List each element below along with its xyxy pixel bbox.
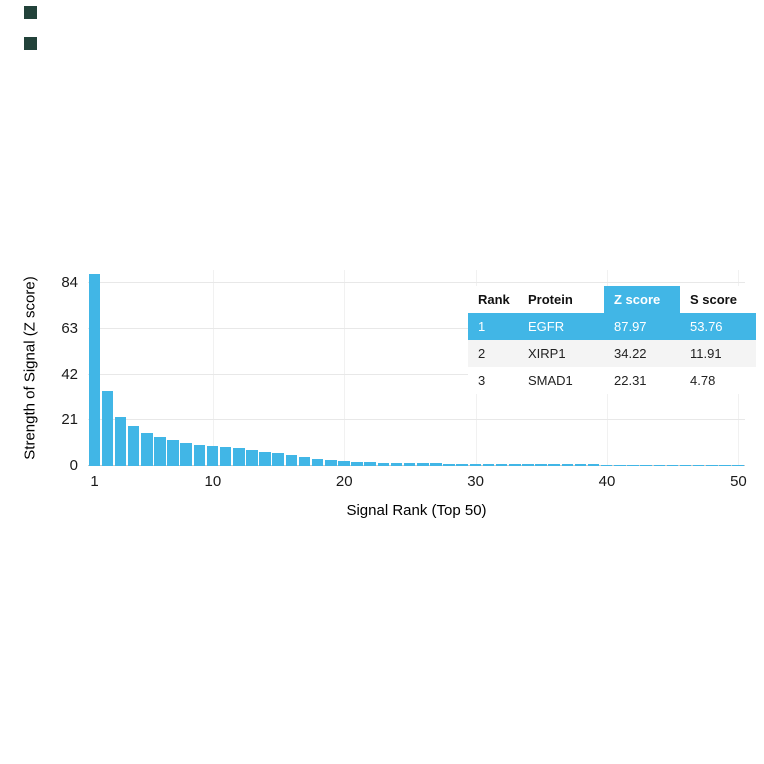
bar-rank-9: [193, 444, 206, 466]
bar-rank-32: [495, 463, 508, 466]
bar-rank-49: [719, 465, 731, 466]
bar-rank-34: [522, 464, 534, 466]
x-tick-label: 1: [90, 473, 99, 490]
corner-mark-bottom: [24, 37, 37, 50]
bar-rank-35: [535, 464, 547, 466]
table-header-zscore: Z score: [604, 286, 680, 313]
x-axis-title: Signal Rank (Top 50): [346, 502, 487, 519]
bar-rank-13: [246, 449, 258, 466]
table-row: 1 EGFR 87.97 53.76: [468, 313, 756, 340]
x-tick-label: 40: [598, 473, 616, 490]
table-cell-sscore: 4.78: [690, 373, 716, 388]
table-cell-protein: SMAD1: [528, 373, 573, 388]
bar-rank-42: [627, 464, 639, 466]
bar-rank-39: [587, 464, 600, 466]
bar-rank-31: [482, 463, 495, 466]
bar-rank-30: [469, 463, 482, 466]
table-row: 3 SMAD1 22.31 4.78: [468, 367, 756, 394]
vertical-gridline: [344, 270, 346, 466]
bar-rank-10: [206, 445, 219, 466]
bar-rank-11: [219, 447, 232, 466]
bar-chart-plot-area: [88, 270, 745, 466]
table-cell-zscore: 87.97: [614, 319, 647, 334]
table-row: 2 XIRP1 34.22 11.91: [468, 340, 756, 367]
horizontal-gridline: [88, 465, 745, 466]
vertical-gridline: [212, 270, 214, 466]
table-cell-sscore: 53.76: [690, 319, 723, 334]
bar-rank-44: [653, 464, 666, 466]
table-cell-rank: 1: [478, 319, 486, 334]
bar-rank-24: [390, 462, 403, 466]
table-cell-protein: XIRP1: [528, 346, 566, 361]
x-tick-label: 50: [730, 473, 747, 490]
bar-rank-37: [561, 464, 574, 466]
bar-rank-14: [259, 451, 271, 466]
bar-rank-40: [600, 464, 613, 466]
bar-rank-25: [403, 462, 416, 466]
bar-rank-26: [417, 463, 429, 466]
table-header-protein: Protein: [528, 292, 573, 307]
table-cell-rank: 3: [478, 373, 486, 388]
bar-rank-16: [285, 455, 298, 466]
horizontal-gridline: [88, 282, 745, 284]
bar-rank-47: [692, 464, 705, 466]
bar-rank-6: [154, 437, 166, 466]
bar-rank-43: [640, 464, 652, 466]
y-tick-label: 63: [61, 319, 78, 337]
horizontal-gridline: [88, 327, 745, 329]
x-tick-label: 10: [204, 473, 222, 490]
bar-rank-12: [233, 448, 245, 466]
corner-mark-top: [24, 6, 37, 19]
bar-rank-19: [325, 459, 337, 466]
horizontal-gridline: [88, 373, 745, 375]
table-cell-protein: EGFR: [528, 319, 565, 334]
x-tick-label: 20: [335, 473, 353, 490]
bar-rank-45: [666, 464, 679, 466]
bar-rank-1: [88, 274, 101, 466]
bar-rank-5: [141, 433, 153, 466]
table-header-rank: Rank: [478, 292, 510, 307]
table-header-sscore: S score: [690, 292, 737, 307]
inset-table: Rank Protein Z score S score 1 EGFR 87.9…: [468, 286, 756, 394]
y-tick-label: 0: [69, 457, 78, 474]
y-tick-label: 84: [61, 274, 78, 292]
table-cell-rank: 2: [478, 346, 486, 361]
bar-rank-17: [298, 456, 311, 466]
x-tick-label: 30: [467, 473, 484, 490]
horizontal-gridline: [88, 419, 745, 421]
bar-rank-38: [574, 464, 587, 466]
y-tick-label: 42: [61, 365, 78, 383]
y-tick-label: 21: [61, 411, 78, 429]
table-header-row: Rank Protein Z score S score: [468, 286, 756, 313]
bar-rank-41: [614, 464, 626, 466]
bar-rank-29: [456, 463, 468, 466]
bar-rank-7: [167, 440, 179, 466]
table-cell-zscore: 22.31: [614, 373, 647, 388]
bar-rank-27: [430, 463, 442, 466]
bar-rank-23: [377, 462, 390, 466]
bar-rank-28: [443, 463, 455, 466]
bar-rank-36: [548, 464, 560, 466]
bar-rank-21: [351, 461, 363, 466]
table-cell-sscore: 11.91: [690, 346, 722, 361]
table-cell-zscore: 34.22: [614, 346, 647, 361]
bar-rank-48: [706, 464, 718, 466]
bar-rank-18: [311, 458, 324, 466]
bar-rank-2: [101, 391, 114, 466]
bar-rank-33: [508, 464, 521, 466]
bar-rank-22: [364, 462, 376, 466]
bar-rank-4: [127, 425, 140, 466]
bar-rank-3: [114, 417, 127, 466]
bar-rank-8: [180, 442, 192, 466]
bar-rank-46: [679, 464, 692, 466]
bar-rank-15: [272, 453, 284, 466]
bar-rank-50: [732, 465, 744, 466]
bar-rank-20: [338, 461, 350, 466]
